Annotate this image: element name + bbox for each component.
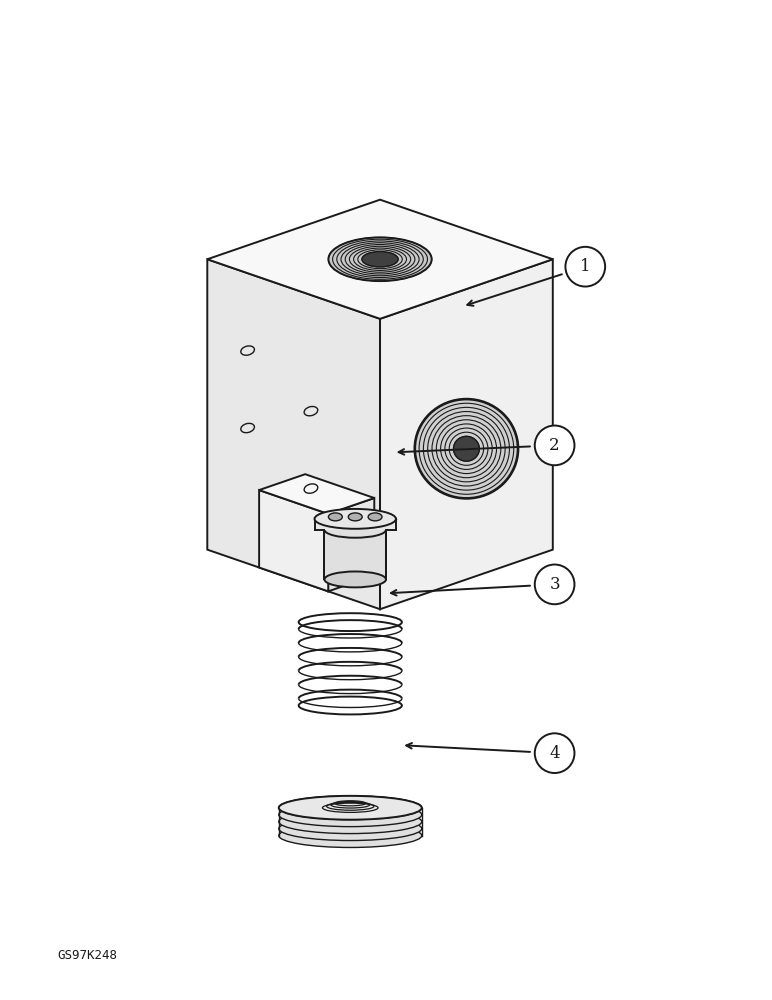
Ellipse shape — [368, 513, 382, 521]
Ellipse shape — [279, 796, 422, 820]
Polygon shape — [208, 200, 553, 319]
Ellipse shape — [453, 436, 479, 461]
Ellipse shape — [324, 571, 386, 587]
Circle shape — [565, 247, 605, 287]
Ellipse shape — [279, 817, 422, 841]
Polygon shape — [314, 519, 396, 530]
Text: 3: 3 — [550, 576, 560, 593]
Ellipse shape — [279, 796, 422, 820]
Circle shape — [535, 565, 574, 604]
Ellipse shape — [328, 237, 432, 281]
Polygon shape — [208, 259, 380, 609]
Circle shape — [535, 733, 574, 773]
Ellipse shape — [415, 399, 518, 498]
Polygon shape — [259, 474, 374, 514]
Text: 4: 4 — [550, 745, 560, 762]
Text: 2: 2 — [550, 437, 560, 454]
Circle shape — [535, 426, 574, 465]
Ellipse shape — [314, 509, 396, 529]
Polygon shape — [328, 498, 374, 591]
Ellipse shape — [328, 513, 342, 521]
Polygon shape — [324, 530, 386, 579]
Ellipse shape — [362, 252, 398, 267]
Text: GS97K248: GS97K248 — [57, 949, 117, 962]
Ellipse shape — [324, 522, 386, 538]
Ellipse shape — [279, 803, 422, 827]
Ellipse shape — [348, 513, 362, 521]
Text: 1: 1 — [580, 258, 591, 275]
Polygon shape — [380, 259, 553, 609]
Ellipse shape — [279, 810, 422, 834]
Polygon shape — [259, 490, 328, 591]
Ellipse shape — [279, 824, 422, 847]
